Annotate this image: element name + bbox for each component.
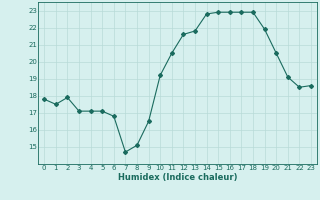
X-axis label: Humidex (Indice chaleur): Humidex (Indice chaleur) bbox=[118, 173, 237, 182]
